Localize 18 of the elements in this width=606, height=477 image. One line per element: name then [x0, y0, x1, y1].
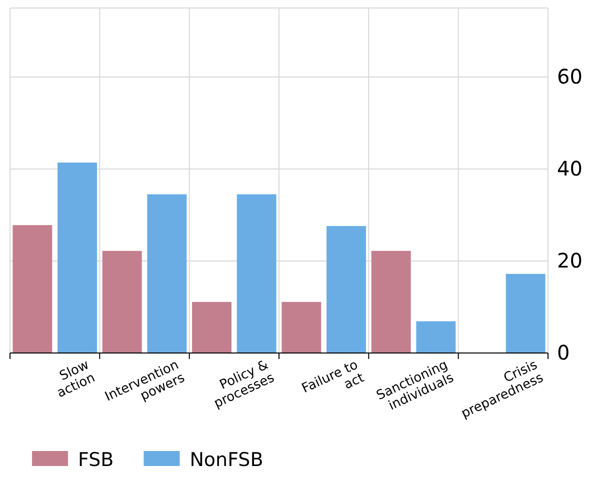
- bar: [416, 321, 456, 353]
- bar: [371, 250, 411, 353]
- bar: [12, 225, 52, 353]
- bar: [236, 194, 276, 353]
- bar: [147, 194, 187, 353]
- y-tick-label: 20: [557, 248, 582, 272]
- bar: [326, 226, 366, 353]
- legend-label: FSB: [78, 449, 114, 471]
- bar: [102, 250, 142, 353]
- bar: [192, 302, 232, 353]
- y-tick-label: 60: [557, 64, 582, 88]
- x-tick-label: Slow action: [54, 357, 98, 402]
- y-tick-label: 40: [557, 156, 582, 180]
- bar: [282, 302, 322, 353]
- bar: [58, 162, 97, 353]
- bar: [506, 274, 546, 353]
- legend-label: NonFSB: [190, 449, 264, 471]
- y-tick-label: 0: [557, 340, 570, 364]
